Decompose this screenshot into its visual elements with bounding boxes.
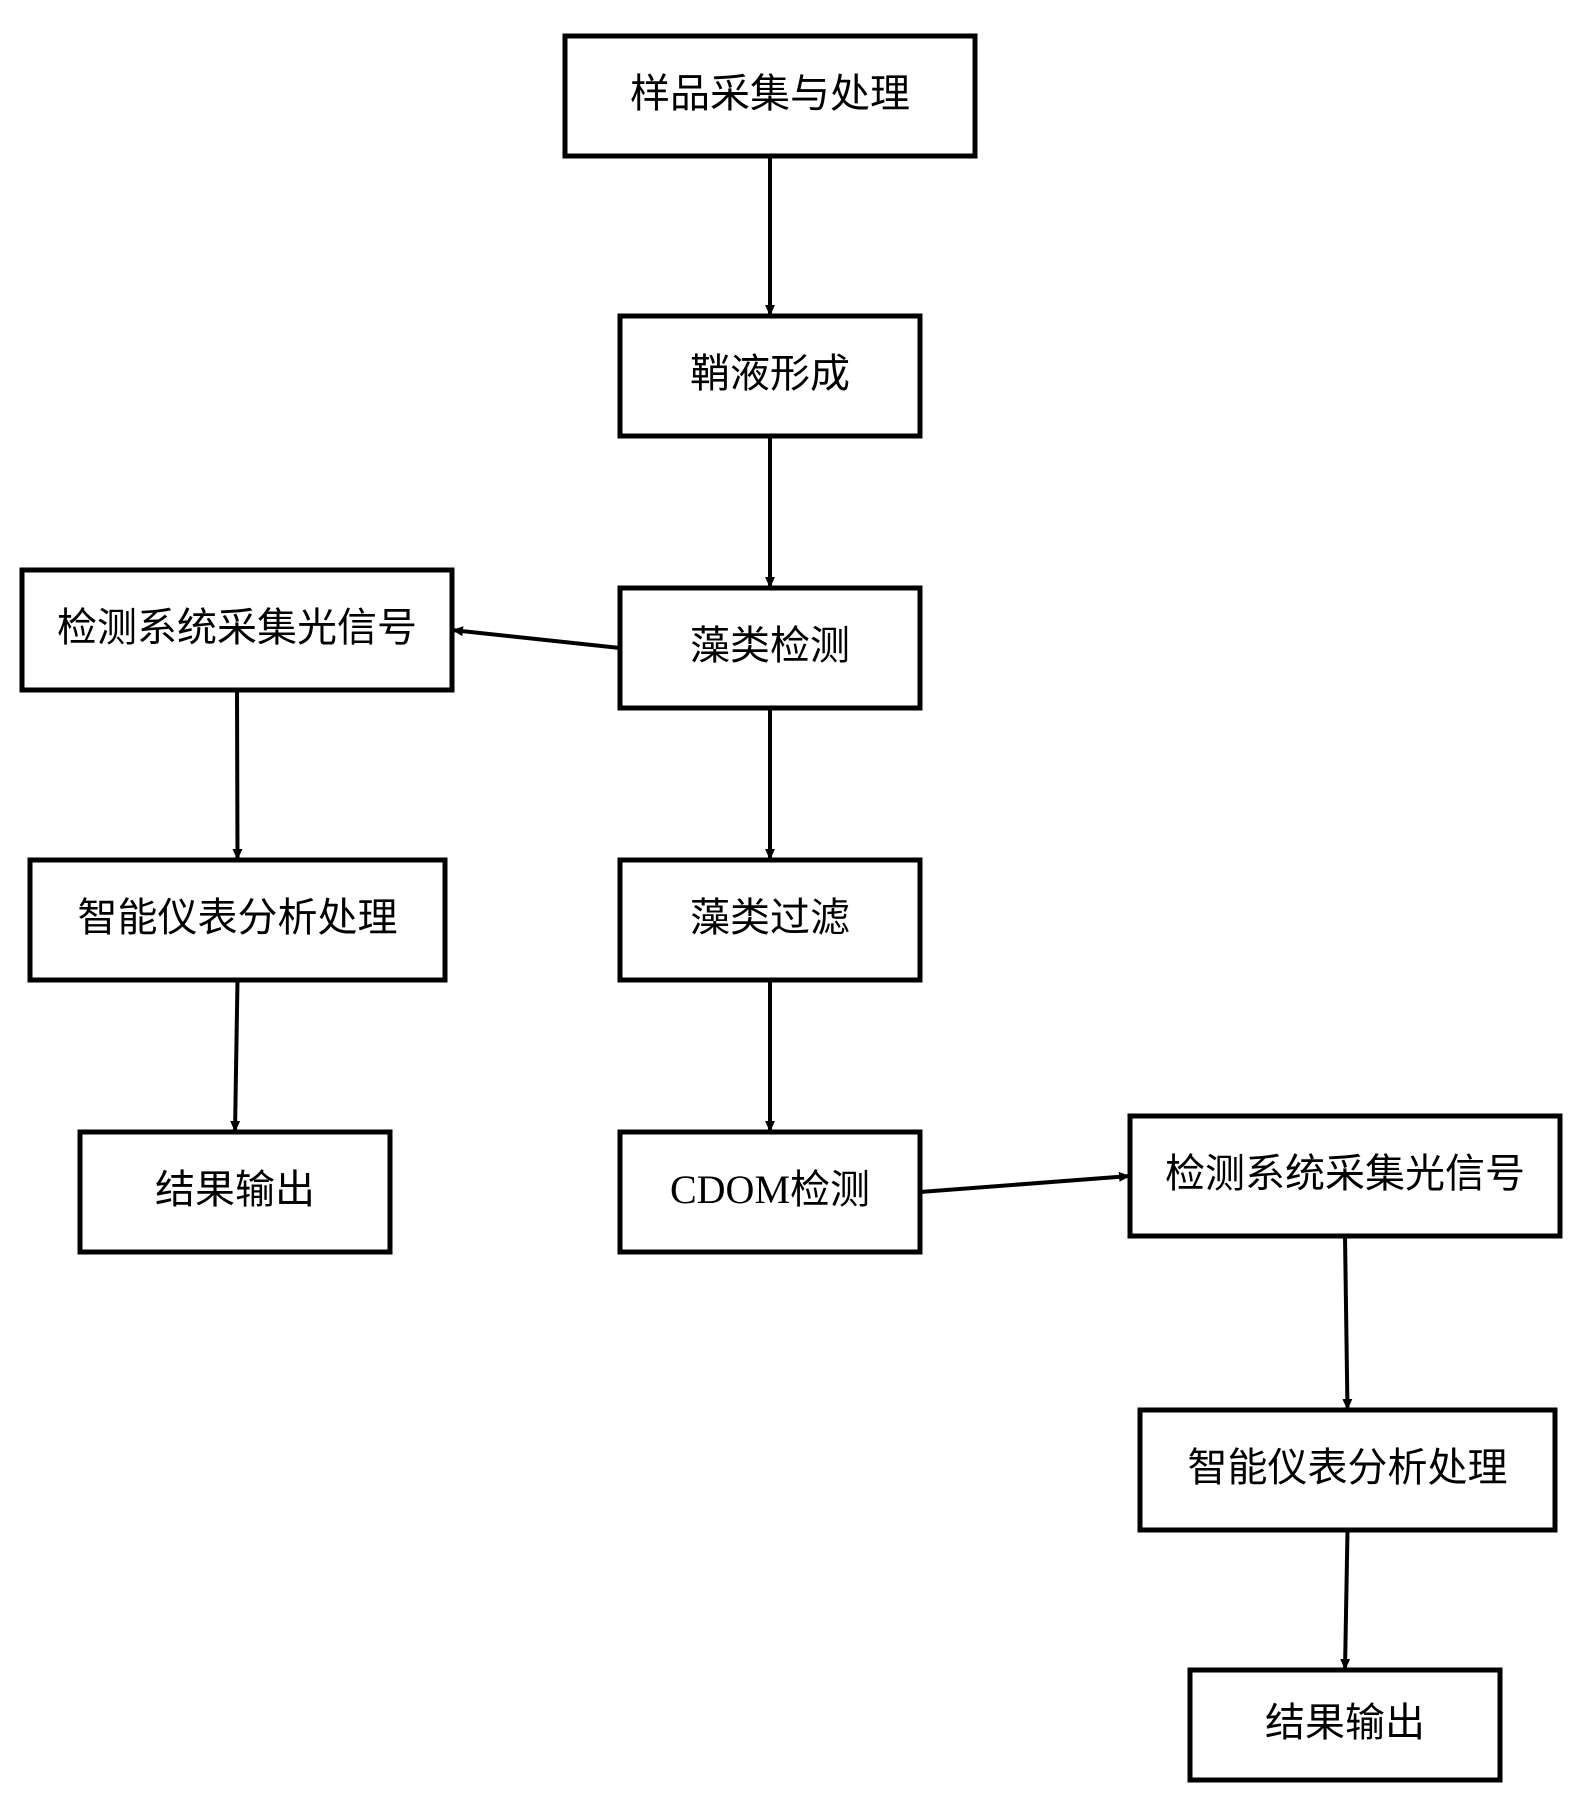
edge-n6-n7 (237, 690, 238, 860)
flowchart-node-n3: 藻类检测 (620, 588, 920, 708)
node-label: 藻类检测 (690, 623, 850, 668)
node-label: 样品采集与处理 (630, 71, 910, 116)
node-label: 鞘液形成 (690, 351, 850, 396)
node-label: 智能仪表分析处理 (78, 895, 398, 940)
flowchart-node-n2: 鞘液形成 (620, 316, 920, 436)
node-label: 结果输出 (155, 1167, 315, 1212)
flowchart-node-n6: 检测系统采集光信号 (22, 570, 452, 690)
flowchart-node-n5: CDOM检测 (620, 1132, 920, 1252)
flowchart-node-n10: 智能仪表分析处理 (1140, 1410, 1555, 1530)
edge-n7-n8 (235, 980, 238, 1132)
flowchart-node-n8: 结果输出 (80, 1132, 390, 1252)
flowchart-container: 样品采集与处理鞘液形成藻类检测藻类过滤CDOM检测检测系统采集光信号智能仪表分析… (0, 0, 1588, 1794)
edge-n9-n10 (1345, 1236, 1348, 1410)
node-label: 检测系统采集光信号 (1165, 1151, 1525, 1196)
node-label: CDOM检测 (670, 1167, 870, 1212)
flowchart-node-n1: 样品采集与处理 (565, 36, 975, 156)
flowchart-node-n11: 结果输出 (1190, 1670, 1500, 1780)
edge-n3-n6 (452, 630, 620, 648)
flowchart-node-n9: 检测系统采集光信号 (1130, 1116, 1560, 1236)
node-label: 智能仪表分析处理 (1188, 1445, 1508, 1490)
node-label: 藻类过滤 (690, 895, 850, 940)
edge-n5-n9 (920, 1176, 1130, 1192)
node-label: 结果输出 (1265, 1700, 1425, 1745)
flowchart-node-n4: 藻类过滤 (620, 860, 920, 980)
node-label: 检测系统采集光信号 (57, 605, 417, 650)
flowchart-node-n7: 智能仪表分析处理 (30, 860, 445, 980)
nodes-layer: 样品采集与处理鞘液形成藻类检测藻类过滤CDOM检测检测系统采集光信号智能仪表分析… (22, 36, 1560, 1780)
edge-n10-n11 (1345, 1530, 1348, 1670)
